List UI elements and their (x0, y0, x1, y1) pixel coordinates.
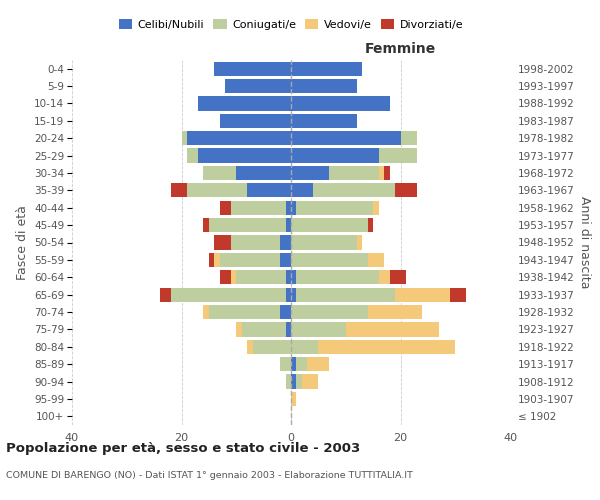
Bar (286, 200, 291, 215)
Bar (450, 288, 466, 302)
Bar (368, 253, 384, 267)
Bar (187, 183, 247, 198)
Bar (226, 79, 291, 93)
Bar (182, 131, 187, 146)
Bar (286, 270, 291, 284)
Bar (296, 270, 379, 284)
Bar (286, 218, 291, 232)
Bar (389, 270, 406, 284)
Bar (198, 148, 291, 162)
Bar (280, 253, 291, 267)
Bar (291, 62, 362, 76)
Bar (296, 200, 373, 215)
Bar (291, 253, 368, 267)
Bar (373, 200, 379, 215)
Bar (209, 305, 280, 319)
Bar (379, 270, 389, 284)
Bar (291, 340, 319, 354)
Bar (291, 236, 356, 250)
Bar (291, 183, 313, 198)
Bar (291, 166, 329, 180)
Bar (291, 357, 296, 372)
Bar (291, 200, 296, 215)
Bar (291, 79, 356, 93)
Bar (395, 288, 450, 302)
Bar (329, 166, 379, 180)
Bar (209, 253, 214, 267)
Bar (280, 305, 291, 319)
Bar (203, 166, 236, 180)
Bar (291, 148, 379, 162)
Bar (220, 114, 291, 128)
Bar (395, 183, 417, 198)
Bar (214, 253, 220, 267)
Bar (302, 374, 319, 388)
Bar (291, 392, 296, 406)
Bar (401, 131, 417, 146)
Bar (346, 322, 439, 336)
Bar (368, 305, 422, 319)
Bar (236, 270, 286, 284)
Y-axis label: Fasce di età: Fasce di età (16, 205, 29, 280)
Bar (214, 236, 231, 250)
Bar (220, 253, 280, 267)
Bar (231, 270, 236, 284)
Bar (379, 166, 384, 180)
Bar (307, 357, 329, 372)
Bar (231, 236, 280, 250)
Bar (291, 270, 296, 284)
Text: COMUNE DI BARENGO (NO) - Dati ISTAT 1° gennaio 2003 - Elaborazione TUTTITALIA.IT: COMUNE DI BARENGO (NO) - Dati ISTAT 1° g… (6, 471, 413, 480)
Bar (231, 200, 286, 215)
Bar (187, 148, 198, 162)
Bar (296, 288, 395, 302)
Bar (247, 340, 253, 354)
Bar (356, 236, 362, 250)
Bar (291, 96, 389, 110)
Bar (291, 374, 296, 388)
Bar (280, 357, 291, 372)
Bar (253, 340, 291, 354)
Bar (160, 288, 170, 302)
Bar (170, 183, 187, 198)
Bar (286, 322, 291, 336)
Bar (187, 131, 291, 146)
Y-axis label: Anni di nascita: Anni di nascita (578, 196, 591, 289)
Bar (198, 96, 291, 110)
Bar (291, 114, 356, 128)
Legend: Celibi/Nubili, Coniugati/e, Vedovi/e, Divorziati/e: Celibi/Nubili, Coniugati/e, Vedovi/e, Di… (115, 14, 467, 34)
Bar (236, 166, 291, 180)
Bar (214, 62, 291, 76)
Bar (170, 288, 286, 302)
Bar (280, 236, 291, 250)
Bar (379, 148, 417, 162)
Bar (291, 322, 346, 336)
Bar (368, 218, 373, 232)
Bar (236, 322, 242, 336)
Bar (220, 270, 231, 284)
Bar (203, 218, 209, 232)
Bar (296, 374, 302, 388)
Bar (291, 218, 368, 232)
Bar (291, 305, 368, 319)
Bar (296, 357, 307, 372)
Bar (247, 183, 291, 198)
Bar (384, 166, 389, 180)
Bar (286, 374, 291, 388)
Bar (313, 183, 395, 198)
Bar (209, 218, 286, 232)
Bar (319, 340, 455, 354)
Bar (203, 305, 209, 319)
Bar (220, 200, 231, 215)
Text: Femmine: Femmine (365, 42, 436, 56)
Bar (286, 288, 291, 302)
Bar (242, 322, 286, 336)
Bar (291, 131, 401, 146)
Bar (291, 288, 296, 302)
Text: Popolazione per età, sesso e stato civile - 2003: Popolazione per età, sesso e stato civil… (6, 442, 360, 455)
